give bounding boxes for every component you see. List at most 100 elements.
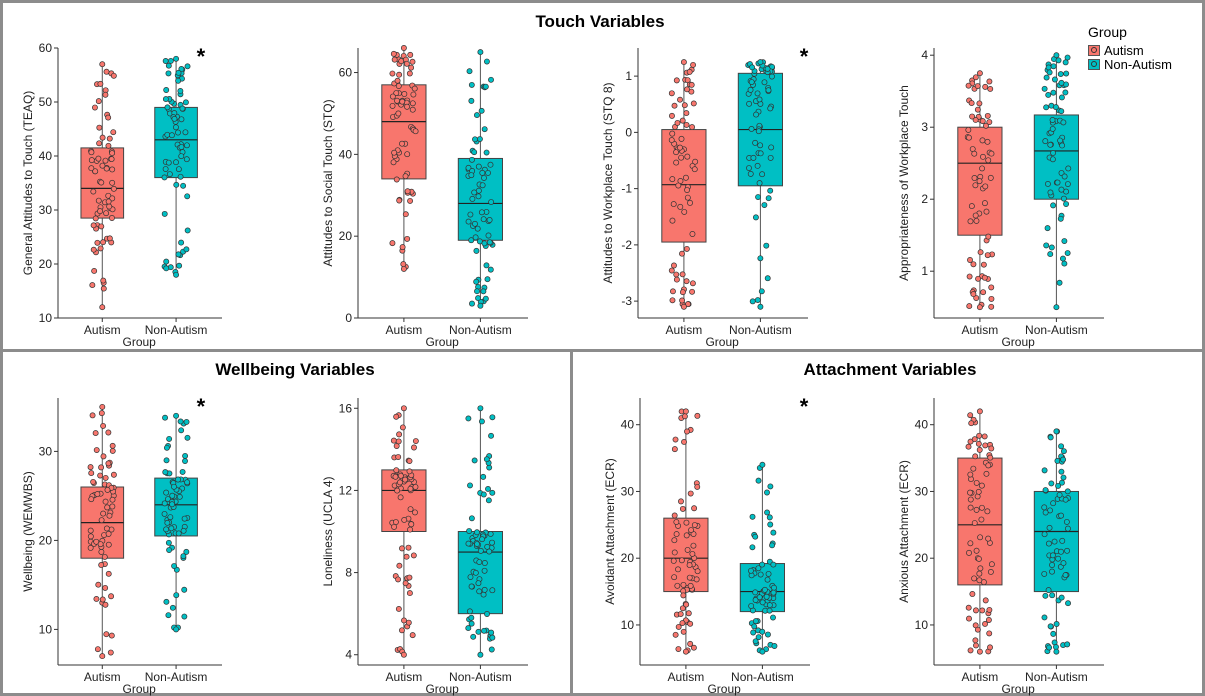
attachment-section-title: Attachment Variables bbox=[803, 360, 977, 379]
y-tick-label: 30 bbox=[39, 203, 53, 217]
data-point bbox=[967, 647, 974, 654]
data-point bbox=[465, 218, 472, 225]
data-point bbox=[88, 149, 95, 156]
data-point bbox=[88, 157, 95, 164]
data-point bbox=[689, 231, 696, 237]
data-point bbox=[1049, 125, 1056, 132]
data-point bbox=[162, 58, 169, 64]
x-tick-label: Autism bbox=[668, 670, 705, 684]
data-point bbox=[173, 626, 180, 633]
data-point bbox=[96, 140, 103, 147]
data-point bbox=[987, 174, 994, 181]
data-point bbox=[488, 432, 495, 439]
data-point bbox=[1062, 89, 1069, 96]
data-point bbox=[970, 465, 977, 472]
data-point bbox=[1047, 251, 1054, 258]
data-point bbox=[1043, 242, 1050, 249]
data-point bbox=[966, 134, 972, 141]
data-point bbox=[396, 562, 403, 569]
data-point bbox=[468, 614, 475, 621]
data-point bbox=[693, 576, 700, 583]
data-point bbox=[746, 100, 753, 107]
data-point bbox=[694, 568, 701, 575]
data-point bbox=[393, 90, 400, 96]
data-point bbox=[110, 185, 117, 192]
x-tick-label: Autism bbox=[84, 323, 121, 337]
data-point bbox=[486, 239, 493, 246]
data-point bbox=[91, 104, 98, 111]
data-point bbox=[679, 289, 686, 296]
data-point bbox=[94, 491, 101, 498]
data-point bbox=[175, 251, 182, 258]
data-point bbox=[102, 584, 109, 591]
data-point bbox=[673, 159, 680, 166]
data-point bbox=[1049, 156, 1056, 163]
data-point bbox=[682, 408, 689, 415]
data-point bbox=[671, 574, 678, 581]
attachment-section-frame bbox=[570, 349, 1205, 696]
data-point bbox=[669, 297, 676, 304]
data-point bbox=[400, 405, 407, 412]
data-point bbox=[393, 467, 400, 474]
data-point bbox=[976, 432, 983, 439]
data-point bbox=[972, 182, 979, 189]
data-point bbox=[166, 547, 173, 553]
data-point bbox=[671, 446, 678, 453]
data-point bbox=[680, 592, 687, 599]
data-point bbox=[407, 197, 414, 204]
data-point bbox=[1057, 137, 1064, 144]
data-point bbox=[976, 304, 983, 311]
data-point bbox=[979, 137, 986, 144]
data-point bbox=[88, 165, 95, 172]
data-point bbox=[1065, 165, 1072, 172]
data-point bbox=[972, 74, 979, 81]
data-point bbox=[759, 648, 766, 655]
data-point bbox=[399, 244, 406, 251]
data-point bbox=[161, 500, 168, 507]
data-point bbox=[182, 99, 189, 106]
data-point bbox=[690, 644, 697, 651]
data-point bbox=[93, 447, 100, 453]
x-tick-label: Non-Autism bbox=[1025, 670, 1088, 684]
data-point bbox=[679, 250, 685, 257]
data-point bbox=[407, 526, 414, 533]
significance-marker: * bbox=[197, 394, 206, 419]
data-point bbox=[408, 64, 415, 71]
data-point bbox=[465, 415, 472, 422]
data-point bbox=[104, 486, 111, 493]
data-point bbox=[746, 165, 752, 171]
data-point bbox=[474, 541, 480, 548]
data-point bbox=[692, 158, 699, 165]
data-point bbox=[749, 64, 756, 71]
y-tick-label: 20 bbox=[621, 551, 635, 565]
data-point bbox=[404, 103, 410, 110]
data-point bbox=[973, 642, 979, 649]
data-point bbox=[102, 157, 109, 164]
data-point bbox=[967, 504, 974, 511]
data-point bbox=[103, 68, 110, 75]
data-point bbox=[184, 434, 191, 441]
chart-panel-1: 10 20 30 40 50 60 General Attitudes to Touch (… bbox=[21, 41, 222, 349]
chart-panel-5: 10 20 30 Wellbeing (WEMWBS) Autism Non-Autism… bbox=[21, 394, 222, 696]
data-point bbox=[399, 424, 406, 431]
data-point bbox=[102, 474, 109, 481]
data-point bbox=[977, 565, 984, 572]
data-point bbox=[1064, 54, 1071, 61]
data-point bbox=[402, 211, 409, 218]
x-tick-label: Non-Autism bbox=[731, 670, 794, 684]
y-tick-label: -3 bbox=[621, 294, 632, 308]
x-axis-label: Group bbox=[425, 682, 459, 696]
data-point bbox=[178, 239, 185, 246]
data-point bbox=[756, 180, 763, 187]
data-point bbox=[1050, 630, 1057, 637]
data-point bbox=[184, 227, 191, 234]
data-point bbox=[163, 489, 170, 496]
data-point bbox=[103, 165, 110, 172]
data-point bbox=[105, 429, 112, 436]
data-point bbox=[1053, 648, 1060, 655]
data-point bbox=[987, 454, 994, 461]
data-point bbox=[466, 608, 473, 615]
data-point bbox=[400, 651, 407, 658]
data-point bbox=[1041, 614, 1048, 621]
data-point bbox=[392, 519, 399, 525]
